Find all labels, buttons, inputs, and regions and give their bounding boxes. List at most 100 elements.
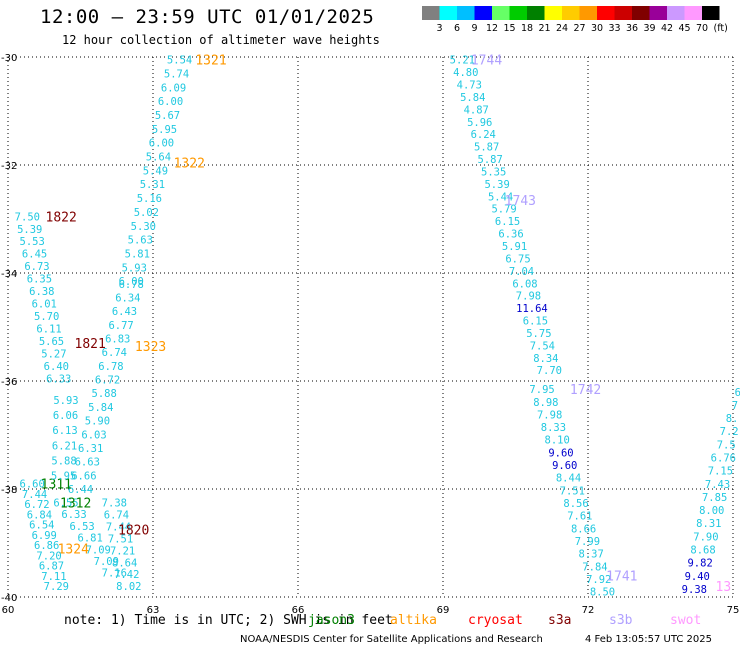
- wave-height-value: 7.50: [15, 211, 40, 223]
- lon-tick-label: 66: [292, 605, 305, 616]
- wave-height-value: 6.35: [27, 274, 52, 286]
- pass-label: 1321: [195, 54, 226, 69]
- wave-height-value: 4.73: [457, 80, 482, 92]
- wave-height-value: 6.00: [158, 96, 183, 108]
- wave-height-value: 6.72: [24, 499, 49, 511]
- colorbar-tick-label: 30: [591, 23, 603, 34]
- wave-height-value: 6.21: [52, 440, 77, 452]
- satellite-legend-swot: swot: [670, 613, 702, 628]
- wave-height-value: 5.16: [137, 193, 162, 205]
- wave-height-value: 6.66: [71, 470, 96, 482]
- lon-tick-label: 75: [727, 605, 740, 616]
- wave-height-value: 8.50: [590, 587, 615, 599]
- wave-height-value: 6.53: [69, 521, 94, 533]
- wave-height-value: 8.10: [545, 435, 570, 447]
- wave-height-value: 6.78: [119, 279, 144, 291]
- colorbar-swatch: [422, 6, 440, 20]
- wave-height-value: 6.45: [22, 249, 47, 261]
- wave-height-value: 8.34: [533, 353, 558, 365]
- wave-height-value: 5.44: [488, 191, 513, 203]
- wave-height-value: 5.65: [39, 336, 64, 348]
- wave-height-value: 6.72: [95, 375, 120, 387]
- wave-height-value: 7.51: [108, 533, 133, 545]
- wave-height-value: 7.92: [586, 574, 611, 586]
- wave-height-value: 6.76: [711, 453, 736, 465]
- satellite-legend: jason3 altika cryosat s3a s3b swot: [0, 613, 740, 631]
- wave-height-value: 7.95: [529, 384, 554, 396]
- wave-height-value: 6.03: [81, 429, 106, 441]
- wave-height-value: 8.31: [696, 518, 721, 530]
- pass-label: 1822: [46, 210, 77, 225]
- pass-label: 1312: [60, 497, 91, 512]
- wave-height-value: 6.09: [161, 82, 186, 94]
- wave-height-value: 5.91: [502, 241, 527, 253]
- wave-height-value: 6.84: [27, 509, 52, 521]
- wave-height-value: 5.21: [450, 55, 475, 67]
- colorbar-swatch: [474, 6, 492, 20]
- wave-height-value: 7.11: [41, 571, 66, 583]
- colorbar-swatch: [702, 6, 720, 20]
- colorbar-swatch: [457, 6, 475, 20]
- wave-height-value: 5.90: [85, 416, 110, 428]
- wave-height-value: 7.16: [102, 568, 127, 580]
- wave-height-value: 6.00: [119, 276, 144, 288]
- colorbar-swatch: [492, 6, 510, 20]
- wave-height-value: 6.44: [68, 484, 93, 496]
- colorbar-swatch: [527, 6, 545, 20]
- wave-height-value: 7.04: [509, 266, 534, 278]
- lat-tick-label: -38: [1, 485, 17, 496]
- wave-height-value: 8.68: [690, 544, 715, 556]
- pass-label: 1742: [570, 383, 601, 398]
- colorbar-tick-label: 70: [696, 23, 708, 34]
- colorbar-tick-label: 36: [626, 23, 638, 34]
- wave-height-value: 5.93: [122, 262, 147, 274]
- colorbar-legend: 3 6 9 12 15 18 21 24 27 30 33 36 39 42 45 70 (ft): [422, 6, 728, 34]
- wave-height-value: 6.77: [108, 320, 133, 332]
- satellite-legend-cryosat: cryosat: [468, 613, 523, 628]
- colorbar-tick-label: 39: [643, 23, 655, 34]
- colorbar-swatch: [509, 6, 527, 20]
- wave-height-value: 5.27: [41, 348, 66, 360]
- pass-label: 1323: [135, 340, 166, 355]
- wave-height-value: 7.20: [36, 550, 61, 562]
- wave-height-value: 6.54: [29, 520, 54, 532]
- credit-line: NOAA/NESDIS Center for Satellite Applica…: [240, 634, 543, 645]
- wave-height-value: 6.06: [53, 410, 78, 422]
- wave-height-value: 7.09: [86, 544, 111, 556]
- wave-height-value: 11.64: [516, 303, 548, 315]
- wave-height-value: 6.81: [78, 533, 103, 545]
- wave-height-value: 6.40: [44, 361, 69, 373]
- colorbar-swatch: [439, 6, 457, 20]
- wave-height-value: 5.84: [88, 402, 113, 414]
- wave-height-value: 7.98: [537, 409, 562, 421]
- wave-height-value: 5.54: [167, 55, 192, 67]
- wave-height-value: 5.75: [526, 328, 551, 340]
- wave-height-value: 5.95: [152, 124, 177, 136]
- wave-height-value: 6.13: [52, 425, 77, 437]
- wave-height-value: 7.61: [567, 511, 592, 523]
- wave-height-value: 6.63: [75, 457, 100, 469]
- lat-tick-label: -34: [1, 269, 17, 280]
- colorbar-unit: (ft): [714, 23, 728, 34]
- wave-height-value: 5.81: [125, 248, 150, 260]
- wave-height-value: 7.44: [22, 489, 47, 501]
- wave-height-value: 5.64: [146, 152, 171, 164]
- wave-height-value: 9.38: [682, 584, 707, 596]
- wave-height-value: 7.90: [693, 531, 718, 543]
- page-title: 12:00 — 23:59 UTC 01/01/2025: [40, 6, 375, 28]
- lat-tick-label: -36: [1, 377, 17, 388]
- colorbar-swatch: [684, 6, 702, 20]
- wave-height-value: 7.09: [94, 556, 119, 568]
- wave-height-value: 5.74: [164, 69, 189, 81]
- colorbar-tick-label: 6: [454, 23, 460, 34]
- wave-height-value: 8.56: [563, 498, 588, 510]
- pass-label: 13: [716, 580, 732, 595]
- colorbar-tick-label: 9: [471, 23, 477, 34]
- lat-tick-label: -40: [1, 593, 17, 604]
- colorbar-tick-label: 12: [486, 23, 498, 34]
- lon-tick-label: 69: [437, 605, 450, 616]
- lat-tick-label: -30: [1, 53, 17, 64]
- wave-height-value: 6.86: [34, 540, 59, 552]
- colorbar-swatch: [562, 6, 580, 20]
- wave-height-value: 5.53: [20, 236, 45, 248]
